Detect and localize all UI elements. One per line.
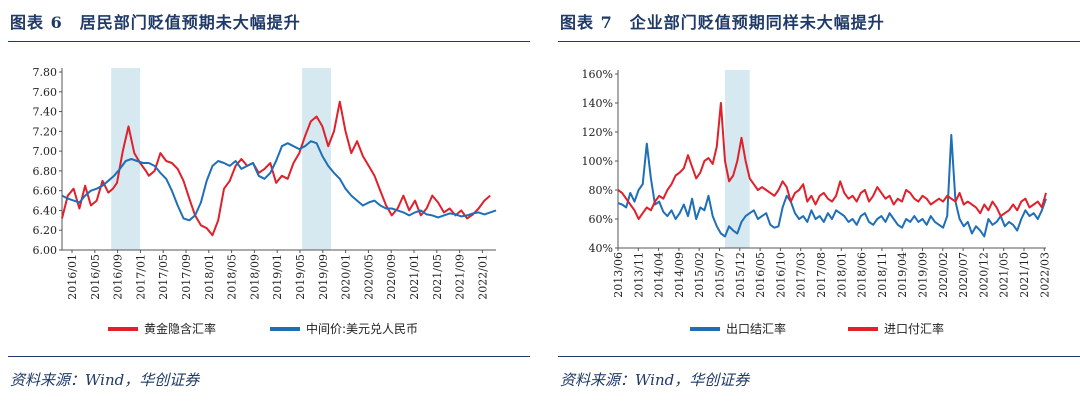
- y-tick-label: 100%: [582, 155, 613, 168]
- x-tick-label: 2016/09: [112, 254, 125, 300]
- x-tick-label: 2021/05: [431, 254, 444, 300]
- y-tick-label: 7.80: [33, 66, 58, 79]
- series-line: [61, 100, 491, 237]
- x-tick-label: 2019/01: [271, 254, 284, 300]
- x-tick-label: 2022/03: [1038, 252, 1051, 298]
- source-note: 资料来源：Wind，华创证券: [10, 371, 200, 389]
- chart-panel-right: 图表 7 企业部门贬值预期同样未大幅提升 160% 140% 120% 100% 80%…: [550, 0, 1080, 407]
- y-tick-label: 7.00: [33, 145, 58, 158]
- legend-label: 黄金隐含汇率: [144, 321, 216, 336]
- y-tick-label: 120%: [582, 126, 613, 139]
- y-tick-label: 6.20: [33, 224, 58, 237]
- y-tick-label: 160%: [582, 68, 613, 81]
- x-tick-label: 2019/05: [294, 254, 307, 300]
- chart-title: 图表 7 企业部门贬值预期同样未大幅提升: [560, 13, 885, 32]
- x-tick-label: 2018/01: [203, 254, 216, 300]
- y-tick-label: 40%: [589, 242, 613, 255]
- y-tick-label: 7.20: [33, 125, 58, 138]
- chart-panel-left: 图表 6 居民部门贬值预期未大幅提升 7.80 7.60 7.40 7.20 7.00 6…: [0, 0, 530, 407]
- x-tick-label: 2016/05: [89, 254, 102, 300]
- x-tick-label: 2018/05: [226, 254, 239, 300]
- chart-title: 图表 6 居民部门贬值预期未大幅提升: [10, 13, 301, 32]
- x-tick-label: 2022/01: [476, 254, 489, 300]
- x-tick-label: 2016/10: [774, 252, 787, 298]
- x-tick-label: 2019/09: [317, 254, 330, 300]
- shaded-period: [111, 68, 141, 250]
- x-tick-label: 2014/04: [653, 252, 666, 298]
- x-tick-label: 2018/11: [876, 252, 889, 298]
- line-chart-enterprises: 160% 140% 120% 100% 80% 60% 40%2013/06 2013/11 2…: [582, 68, 1052, 336]
- y-tick-label: 6.00: [33, 244, 58, 257]
- y-tick-label: 60%: [589, 213, 613, 226]
- x-tick-label: 2017/08: [815, 252, 828, 298]
- x-tick-label: 2016/05: [754, 252, 767, 298]
- x-tick-label: 2015/02: [693, 252, 706, 298]
- x-tick-label: 2015/12: [734, 252, 747, 298]
- x-tick-label: 2015/07: [714, 252, 727, 298]
- x-tick-label: 2013/06: [612, 252, 625, 298]
- x-tick-label: 2017/03: [795, 252, 808, 298]
- x-tick-label: 2020/02: [937, 252, 950, 298]
- title-divider: [8, 41, 530, 42]
- y-tick-label: 7.40: [33, 106, 58, 119]
- x-tick-label: 2020/05: [362, 254, 375, 300]
- line-chart-residents: 7.80 7.60 7.40 7.20 7.00 6.80 6.60 6.40 6.20 6.00…: [33, 66, 497, 336]
- series-line: [61, 140, 497, 222]
- series-line: [617, 102, 1047, 220]
- x-tick-label: 2017/09: [180, 254, 193, 300]
- x-tick-label: 2019/09: [917, 252, 930, 298]
- x-tick-label: 2021/10: [1018, 252, 1031, 298]
- x-tick-label: 2019/04: [896, 252, 909, 298]
- series-line: [617, 133, 1047, 238]
- y-tick-label: 7.60: [33, 86, 58, 99]
- x-tick-label: 2014/09: [673, 252, 686, 298]
- x-tick-label: 2020/12: [977, 252, 990, 298]
- x-tick-label: 2016/01: [66, 254, 79, 300]
- legend-label: 中间价:美元兑人民币: [306, 321, 418, 336]
- title-divider: [558, 41, 1080, 42]
- x-tick-label: 2020/01: [340, 254, 353, 300]
- source-note: 资料来源：Wind，华创证券: [560, 371, 750, 389]
- x-tick-label: 2017/01: [134, 254, 147, 300]
- x-tick-label: 2020/07: [957, 252, 970, 298]
- y-tick-label: 6.60: [33, 185, 58, 198]
- x-tick-label: 2018/06: [856, 252, 869, 298]
- x-tick-label: 2020/09: [385, 254, 398, 300]
- x-tick-label: 2021/05: [998, 252, 1011, 298]
- legend-label: 进口付汇率: [884, 321, 944, 336]
- x-tick-label: 2017/05: [157, 254, 170, 300]
- y-tick-label: 6.40: [33, 204, 58, 217]
- x-tick-label: 2013/11: [632, 252, 645, 298]
- y-tick-label: 80%: [589, 184, 613, 197]
- source-divider: [8, 356, 530, 357]
- x-tick-label: 2021/01: [408, 254, 421, 300]
- y-tick-label: 140%: [582, 97, 613, 110]
- source-divider: [558, 356, 1080, 357]
- x-tick-label: 2018/09: [248, 254, 261, 300]
- x-tick-label: 2021/09: [454, 254, 467, 300]
- legend-label: 出口结汇率: [726, 321, 786, 336]
- y-tick-label: 6.80: [33, 165, 58, 178]
- x-tick-label: 2018/01: [835, 252, 848, 298]
- shaded-period: [302, 68, 332, 250]
